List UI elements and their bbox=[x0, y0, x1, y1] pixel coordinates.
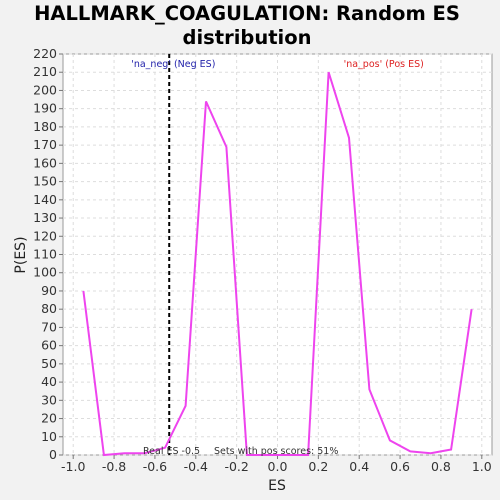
x-tick-label: -0.2 bbox=[224, 459, 248, 474]
y-tick-label: 60 bbox=[41, 338, 57, 353]
annotation-neg-es: 'na_neg' (Neg ES) bbox=[131, 59, 215, 70]
y-tick-label: 110 bbox=[33, 247, 57, 262]
y-tick-label: 200 bbox=[33, 82, 57, 97]
y-tick-label: 80 bbox=[41, 301, 57, 316]
y-tick-label: 180 bbox=[33, 119, 57, 134]
y-tick-label: 100 bbox=[33, 265, 57, 280]
y-tick-label: 120 bbox=[33, 228, 57, 243]
y-tick-label: 90 bbox=[41, 283, 57, 298]
y-tick-label: 40 bbox=[41, 374, 57, 389]
x-tick-label: 0.0 bbox=[268, 459, 288, 474]
x-tick-label: 0.8 bbox=[431, 459, 451, 474]
y-tick-label: 130 bbox=[33, 210, 57, 225]
x-tick-label: -1.0 bbox=[61, 459, 85, 474]
y-tick-label: 0 bbox=[49, 447, 57, 462]
y-tick-label: 170 bbox=[33, 137, 57, 152]
y-tick-label: 70 bbox=[41, 319, 57, 334]
x-tick-label: 0.2 bbox=[308, 459, 328, 474]
y-tick-label: 140 bbox=[33, 192, 57, 207]
y-tick-label: 50 bbox=[41, 356, 57, 371]
y-tick-label: 190 bbox=[33, 101, 57, 116]
y-tick-label: 30 bbox=[41, 392, 57, 407]
x-tick-label: -0.4 bbox=[184, 459, 208, 474]
x-tick-label: -0.8 bbox=[102, 459, 126, 474]
y-tick-label: 10 bbox=[41, 429, 57, 444]
x-axis-label: ES bbox=[268, 478, 286, 494]
y-axis-label: P(ES) bbox=[13, 236, 29, 273]
x-tick-label: 1.0 bbox=[472, 459, 492, 474]
y-tick-label: 220 bbox=[33, 46, 57, 61]
pos-scores-label: Sets with pos scores: 51% bbox=[214, 446, 338, 457]
real-es-label: Real ES -0.5 bbox=[143, 446, 200, 457]
chart-title-line-2: distribution bbox=[183, 26, 312, 49]
x-tick-label: 0.4 bbox=[349, 459, 369, 474]
y-tick-label: 20 bbox=[41, 411, 57, 426]
x-tick-label: 0.6 bbox=[390, 459, 410, 474]
y-tick-label: 150 bbox=[33, 174, 57, 189]
annotation-pos-es: 'na_pos' (Pos ES) bbox=[344, 59, 424, 70]
y-tick-label: 210 bbox=[33, 64, 57, 79]
y-tick-label: 160 bbox=[33, 155, 57, 170]
x-tick-label: -0.6 bbox=[143, 459, 167, 474]
chart-title-line-1: HALLMARK_COAGULATION: Random ES bbox=[34, 2, 460, 25]
